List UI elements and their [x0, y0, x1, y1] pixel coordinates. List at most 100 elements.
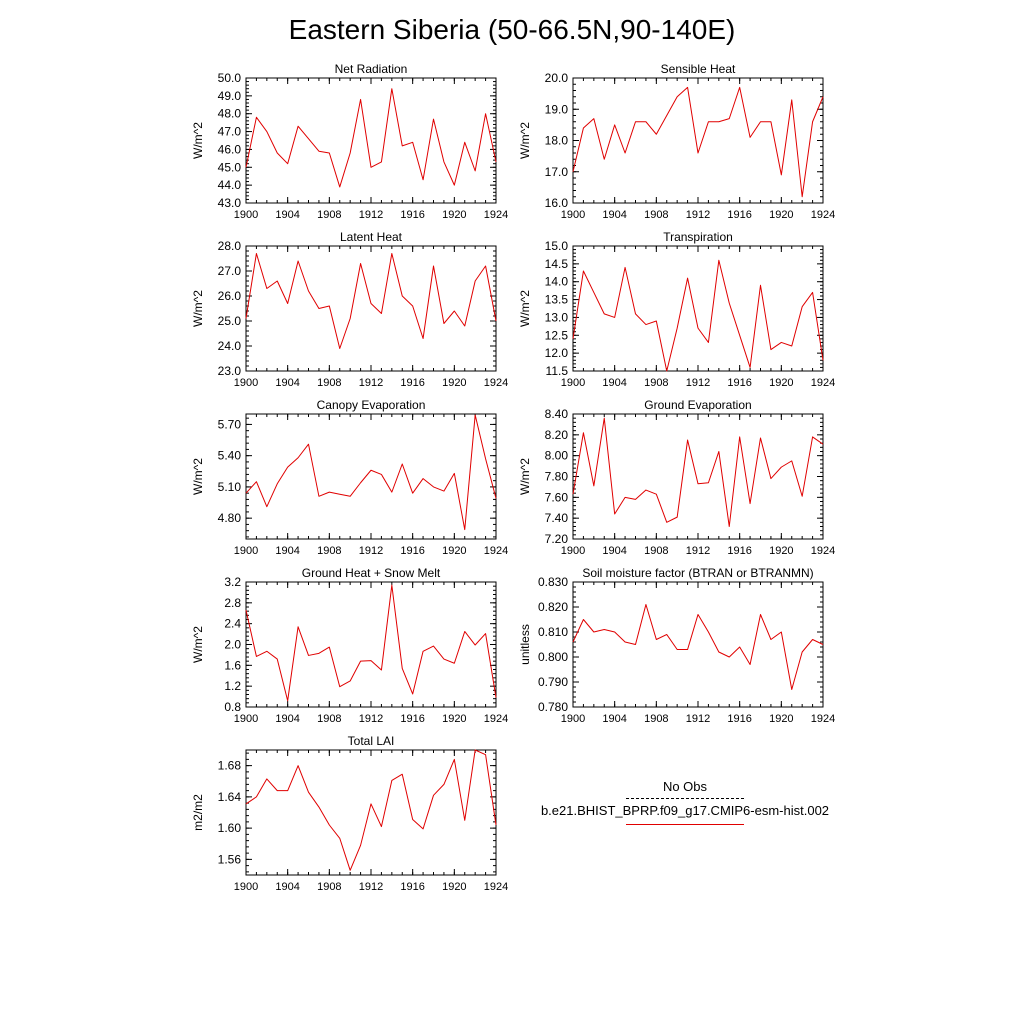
x-tick-label: 1924: [811, 209, 835, 221]
legend-model-swatch: [626, 824, 744, 825]
y-tick-label: 45.0: [218, 160, 242, 174]
y-tick-label: 4.80: [218, 511, 242, 525]
x-tick-label: 1916: [400, 209, 424, 221]
panel-1: 1900 1904 1908 1912 1916 1920 1924 16.0 17.0 18.0…: [518, 62, 835, 221]
y-tick-label: 7.60: [545, 490, 569, 504]
x-tick-label: 1900: [234, 209, 258, 221]
x-tick-label: 1924: [811, 713, 835, 725]
x-tick-label: 1900: [234, 377, 258, 389]
y-axis-label: W/m^2: [191, 626, 205, 663]
panel-0: 1900 1904 1908 1912 1916 1920 1924 43.0 44.0 45.0…: [191, 62, 508, 221]
y-tick-label: 28.0: [218, 239, 242, 253]
plot-frame: [245, 749, 497, 876]
series-line-0: [572, 417, 824, 527]
x-tick-label: 1924: [811, 545, 835, 557]
series-line-0: [572, 86, 824, 198]
x-tick-label: 1912: [686, 713, 710, 725]
y-tick-label: 0.810: [538, 625, 568, 639]
panel-title: Canopy Evaporation: [317, 398, 426, 412]
x-tick-label: 1908: [644, 377, 668, 389]
x-tick-label: 1920: [769, 377, 793, 389]
panel-2: 1900 1904 1908 1912 1916 1920 1924 23.0 24.0 25.0…: [191, 230, 508, 389]
y-axis-label: W/m^2: [191, 458, 205, 495]
x-tick-label: 1924: [484, 881, 508, 893]
x-tick-label: 1916: [727, 209, 751, 221]
y-tick-label: 0.8: [224, 700, 241, 714]
y-tick-label: 16.0: [545, 196, 569, 210]
series-line-0: [245, 414, 497, 531]
series-line-0: [572, 604, 824, 690]
y-tick-label: 15.0: [545, 239, 569, 253]
y-tick-label: 1.2: [224, 679, 241, 693]
y-tick-label: 2.4: [224, 617, 241, 631]
y-axis-label: m2/m2: [191, 794, 205, 831]
y-tick-label: 50.0: [218, 71, 242, 85]
x-tick-label: 1920: [442, 377, 466, 389]
series-line-0: [245, 253, 497, 349]
y-tick-label: 18.0: [545, 134, 569, 148]
x-tick-label: 1912: [359, 545, 383, 557]
x-tick-label: 1904: [275, 545, 299, 557]
x-tick-label: 1912: [686, 545, 710, 557]
x-tick-label: 1920: [769, 209, 793, 221]
x-tick-label: 1920: [442, 545, 466, 557]
y-tick-label: 14.0: [545, 275, 569, 289]
y-tick-label: 8.40: [545, 407, 569, 421]
x-tick-label: 1924: [484, 713, 508, 725]
x-tick-label: 1916: [400, 545, 424, 557]
y-tick-label: 8.00: [545, 449, 569, 463]
x-tick-label: 1916: [727, 713, 751, 725]
x-tick-label: 1908: [317, 713, 341, 725]
x-tick-label: 1904: [602, 545, 626, 557]
y-tick-label: 13.5: [545, 293, 569, 307]
x-tick-label: 1904: [275, 209, 299, 221]
x-tick-label: 1916: [400, 377, 424, 389]
x-tick-label: 1916: [400, 713, 424, 725]
y-tick-label: 17.0: [545, 165, 569, 179]
y-axis-label: W/m^2: [518, 290, 532, 327]
x-tick-label: 1924: [484, 209, 508, 221]
panel-title: Latent Heat: [340, 230, 403, 244]
panel-title: Soil moisture factor (BTRAN or BTRANMN): [582, 566, 813, 580]
y-tick-label: 8.20: [545, 428, 569, 442]
y-tick-label: 0.820: [538, 600, 568, 614]
plot-frame: [245, 245, 497, 372]
x-tick-label: 1912: [359, 377, 383, 389]
legend-obs-label: No Obs: [662, 779, 708, 794]
y-tick-label: 26.0: [218, 289, 242, 303]
panel-6: 1900 1904 1908 1912 1916 1920 1924 0.8 1.2 1.6 2.0…: [191, 566, 508, 725]
plot-frame: [572, 581, 824, 708]
y-tick-label: 7.40: [545, 511, 569, 525]
y-tick-label: 2.0: [224, 638, 241, 652]
y-tick-label: 1.68: [218, 759, 242, 773]
panel-7: 1900 1904 1908 1912 1916 1920 1924 0.780 0.790 0.…: [518, 566, 835, 725]
panel-3: 1900 1904 1908 1912 1916 1920 1924 11.5 12.0 12.5…: [518, 230, 835, 389]
y-tick-label: 25.0: [218, 314, 242, 328]
legend-model-label: b.e21.BHIST_BPRP.f09_g17.CMIP6-esm-hist.…: [540, 803, 830, 818]
y-axis-label: W/m^2: [518, 122, 532, 159]
x-tick-label: 1900: [561, 377, 585, 389]
y-tick-label: 1.64: [218, 790, 242, 804]
y-tick-label: 0.780: [538, 700, 568, 714]
x-tick-label: 1904: [602, 713, 626, 725]
panel-title: Ground Evaporation: [644, 398, 751, 412]
y-tick-label: 0.790: [538, 675, 568, 689]
y-tick-label: 0.830: [538, 575, 568, 589]
y-tick-label: 44.0: [218, 178, 242, 192]
x-tick-label: 1900: [561, 209, 585, 221]
x-tick-label: 1908: [644, 209, 668, 221]
y-tick-label: 12.5: [545, 328, 569, 342]
x-tick-label: 1908: [644, 713, 668, 725]
y-tick-label: 1.56: [218, 852, 242, 866]
x-tick-label: 1908: [317, 377, 341, 389]
y-axis-label: unitless: [518, 624, 532, 665]
x-tick-label: 1908: [317, 209, 341, 221]
panel-title: Net Radiation: [335, 62, 408, 76]
y-tick-label: 3.2: [224, 575, 241, 589]
y-tick-label: 19.0: [545, 102, 569, 116]
panel-title: Ground Heat + Snow Melt: [302, 566, 441, 580]
x-tick-label: 1912: [359, 713, 383, 725]
x-tick-label: 1908: [644, 545, 668, 557]
series-line-0: [245, 88, 497, 188]
legend-obs-swatch: [626, 798, 744, 799]
